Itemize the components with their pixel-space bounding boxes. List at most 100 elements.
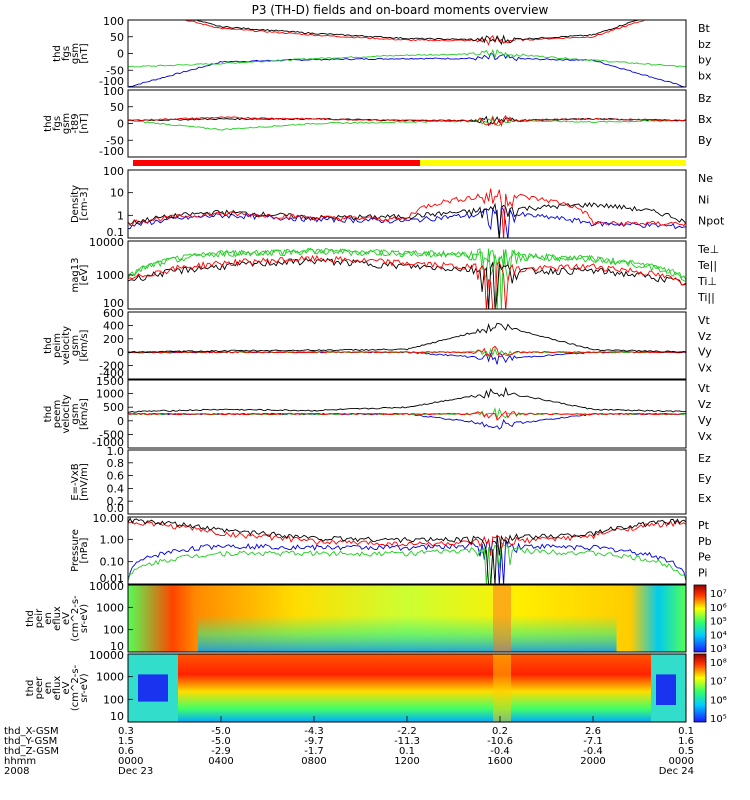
ylabel-temp-1: [eV] (79, 265, 90, 286)
ylabel-pressure-1: [nPa] (79, 537, 90, 563)
ytick-peir-0: 10000 (89, 580, 124, 593)
legend-peim-Vt: Vt (698, 314, 711, 327)
series-group-pressure (128, 518, 686, 585)
legend-fgs_t89-Bz: Bz (698, 92, 712, 105)
ytick-density-2: 1 (117, 209, 124, 222)
legend-fgs_t89-By: By (698, 134, 713, 147)
ytick-peim-0: 600 (103, 307, 124, 320)
ytick-peem-0: 1500 (96, 375, 124, 388)
legend-density-Ne: Ne (698, 172, 713, 185)
plot-frame-fgs_t89 (128, 90, 686, 157)
ytick-pressure-0: 10.00 (93, 512, 125, 525)
footer-value-3-5: 2000 (580, 756, 605, 767)
legend-peem-Vy: Vy (698, 414, 712, 427)
overview-figure: P3 (TH-D) fields and on-board moments ov… (0, 0, 750, 800)
footer-value-3-4: 1600 (487, 756, 512, 767)
series-density-Ni (128, 203, 686, 240)
spectrogram-peer-blue (138, 674, 168, 701)
panel-fgs: 100500-50-100thdfgsgsm[nT]Btbzbybx (52, 15, 712, 88)
legend-temp-Ti⊥: Ti⊥ (697, 275, 717, 288)
footer-value-3-3: 1200 (394, 756, 419, 767)
ytick-fgs_t89-1: 50 (110, 101, 124, 114)
legend-fgs_t89-Bx: Bx (698, 113, 713, 126)
ylabel-peem-4: [km/s] (79, 398, 90, 430)
cbar-label-peir-1: 10⁶ (710, 603, 727, 614)
cbar-label-peir-0: 10⁷ (710, 589, 727, 600)
plot-frame-peim (128, 312, 686, 379)
ylabel-efield-1: [mV/m] (79, 463, 90, 501)
series-fgs_t89-By (128, 116, 686, 130)
series-group-peem (128, 388, 686, 429)
series-peem-Vx (128, 413, 686, 429)
footer-value-4-6: Dec 24 (659, 766, 694, 777)
spectrogram-peer (128, 654, 686, 722)
cbar-label-peer-0: 10⁸ (710, 658, 727, 669)
status-bar-red (133, 160, 420, 166)
plot-frame-density (128, 170, 686, 238)
panel-peer: 10000 1000 100 10 thdpeerenefluxeV(cm^2-s-sr… (25, 649, 727, 725)
cbar-label-peer-2: 10⁶ (710, 695, 727, 706)
legend-temp-Te||: Te|| (697, 259, 717, 272)
series-group-fgs (128, 19, 686, 88)
ytick-fgs-2: 0 (117, 48, 124, 61)
ylabel-fgs_t89-4: [nT] (79, 113, 90, 133)
ytick-efield-2: 0.6 (107, 470, 125, 483)
legend-pressure-Pb: Pb (698, 535, 712, 548)
panel-temp: 100001000100mag13[eV]Te⊥Te||Ti⊥Ti|| (70, 236, 719, 310)
ytick-peim-2: 200 (103, 333, 124, 346)
ylabel-density-1: [cm-3] (79, 187, 90, 220)
ytick-density-0: 100 (103, 165, 124, 178)
legend-pressure-Pt: Pt (698, 519, 710, 532)
panel-pressure: 10.001.000.100.01Pressure[nPa]PtPbPePi (70, 512, 712, 585)
footer-label-4: 2008 (4, 766, 29, 777)
series-peem-Vz (128, 411, 686, 420)
ytick-pressure-2: 0.10 (100, 556, 125, 569)
series-temp-Te⊥ (128, 256, 686, 311)
ytick-temp-0: 10000 (89, 236, 124, 249)
figure-title: P3 (TH-D) fields and on-board moments ov… (252, 3, 549, 17)
legend-efield-Ey: Ey (698, 472, 712, 485)
ylabel-peir-6: sr-eV) (79, 604, 90, 633)
series-group-temp (128, 248, 686, 310)
spectrogram-peer-endblue (656, 674, 676, 705)
ylabel-peer-6: sr-eV) (79, 673, 90, 702)
legend-peem-Vz: Vz (698, 398, 712, 411)
ytick-pressure-1: 1.00 (100, 533, 125, 546)
footer-ephemeris: thd_X-GSM 0.3 -5.0 -4.3 -2.2 0.2 2.6 0.1 thd_Y-G… (4, 716, 694, 777)
cbar-label-peir-4: 10³ (710, 644, 727, 655)
ytick-peir-1: 1000 (96, 601, 124, 614)
spectrogram-peir-burst (493, 585, 511, 652)
ytick-peem-1: 1000 (96, 388, 124, 401)
ylabel-fgs-3: [nT] (79, 43, 90, 63)
legend-temp-Ti||: Ti|| (697, 291, 715, 304)
legend-pressure-Pe: Pe (698, 551, 711, 564)
cbar-label-peir-2: 10⁵ (710, 617, 727, 628)
ytick-efield-1: 0.8 (107, 457, 125, 470)
ylabel-peim-4: [km/s] (79, 329, 90, 361)
ytick-peer-1: 1000 (96, 671, 124, 684)
panel-density: 1001010.1Density[cm-3]NeNiNpot (70, 165, 725, 239)
legend-pressure-Pi: Pi (698, 566, 707, 579)
ytick-peem-2: 500 (103, 401, 124, 414)
legend-density-Ni: Ni (698, 193, 709, 206)
ytick-temp-1: 1000 (96, 269, 124, 282)
cbar-label-peer-1: 10⁷ (710, 677, 727, 688)
series-group-peim (128, 323, 686, 364)
cbar-label-peer-3: 10⁵ (710, 714, 727, 725)
series-peim-Vt (128, 323, 686, 352)
plot-frame-fgs (128, 20, 686, 87)
legend-fgs-Bt: Bt (698, 22, 711, 35)
series-group-fgs_t89 (128, 116, 686, 130)
plot-frame-efield (128, 450, 686, 514)
panel-peir: 10000100010010thdpeirenefluxeV(cm^2-s-sr… (25, 580, 727, 655)
plot-frame-pressure (128, 517, 686, 584)
ytick-fgs_t89-2: 0 (117, 118, 124, 131)
colorbar-peir (694, 585, 706, 652)
legend-peim-Vz: Vz (698, 330, 712, 343)
legend-temp-Te⊥: Te⊥ (697, 243, 719, 256)
status-bar-yellow (420, 160, 686, 166)
series-fgs-bx (128, 53, 686, 87)
series-fgs-Bt (128, 19, 686, 44)
footer-value-3-2: 0800 (301, 756, 326, 767)
